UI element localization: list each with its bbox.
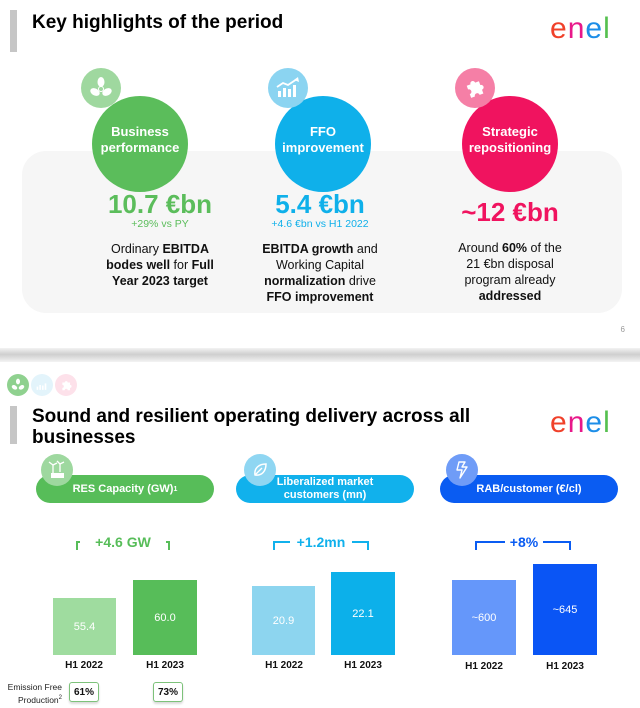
x-label: H1 2023 <box>344 660 382 671</box>
puzzle-icon <box>455 68 495 108</box>
business-performance-column: 10.7 €bn +29% vs PY Ordinary EBITDA bode… <box>60 190 260 289</box>
bar-res-h1-2023: 60.0 <box>133 580 197 655</box>
ffo-improvement-column: 5.4 €bn +4.6 €bn vs H1 2022 EBITDA growt… <box>245 190 395 305</box>
growth-chart-icon <box>268 68 308 108</box>
page-title: Key highlights of the period <box>32 12 284 33</box>
res-capacity-pill: RES Capacity (GW) 1 <box>36 475 214 503</box>
bar-customers-h1-2022: 20.9 <box>252 586 315 655</box>
page-number: 6 <box>620 325 625 334</box>
x-label: H1 2022 <box>65 660 103 671</box>
slide-key-highlights: Key highlights of the period enel Busine… <box>0 0 640 348</box>
emission-free-h1-2023: 73% <box>153 682 183 702</box>
bar-res-h1-2022: 55.4 <box>53 598 116 655</box>
strategic-repositioning-circle: Strategic repositioning <box>462 96 558 192</box>
enel-logo: enel <box>550 406 611 439</box>
ffo-improvement-circle: FFO improvement <box>275 96 371 192</box>
puzzle-icon <box>55 374 77 396</box>
page-title: Sound and resilient operating delivery a… <box>32 406 471 448</box>
fan-icon <box>81 68 121 108</box>
title-accent-bar <box>10 10 17 52</box>
x-label: H1 2022 <box>465 661 503 672</box>
slide-operating-delivery: Sound and resilient operating delivery a… <box>0 362 640 708</box>
fan-icon <box>7 374 29 396</box>
emission-free-h1-2022: 61% <box>69 682 99 702</box>
emission-free-label: Emission Free Production2 <box>7 682 62 705</box>
ebitda-description: Ordinary EBITDA bodes well for Full Year… <box>106 242 214 288</box>
enel-logo: enel <box>550 12 611 45</box>
ebitda-change: +29% vs PY <box>131 218 189 230</box>
bar-rab-h1-2022: ~600 <box>452 580 516 655</box>
rab-delta: +8% <box>505 534 543 550</box>
strategic-repositioning-column: ~12 €bn Around 60% of the 21 €bn disposa… <box>435 198 585 304</box>
section-icons <box>7 374 77 396</box>
business-performance-circle: Business performance <box>92 96 188 192</box>
x-label: H1 2022 <box>265 660 303 671</box>
bar-customers-h1-2023: 22.1 <box>331 572 395 655</box>
ffo-change: +4.6 €bn vs H1 2022 <box>271 218 369 230</box>
x-label: H1 2023 <box>146 660 184 671</box>
leaf-icon <box>244 454 276 486</box>
res-delta: +4.6 GW <box>80 534 166 550</box>
title-accent-bar <box>10 406 17 444</box>
bar-rab-h1-2023: ~645 <box>533 564 597 655</box>
lightning-icon <box>446 454 478 486</box>
disposal-value: ~12 €bn <box>461 197 559 227</box>
slide-separator <box>0 348 640 362</box>
disposal-description: Around 60% of the 21 €bn disposal progra… <box>458 241 562 303</box>
growth-chart-icon <box>31 374 53 396</box>
wind-solar-icon <box>41 454 73 486</box>
ffo-description: EBITDA growth and Working Capital normal… <box>262 242 378 304</box>
ffo-value: 5.4 €bn <box>275 189 365 219</box>
customers-delta: +1.2mn <box>290 534 352 550</box>
x-label: H1 2023 <box>546 661 584 672</box>
ebitda-value: 10.7 €bn <box>107 189 213 219</box>
